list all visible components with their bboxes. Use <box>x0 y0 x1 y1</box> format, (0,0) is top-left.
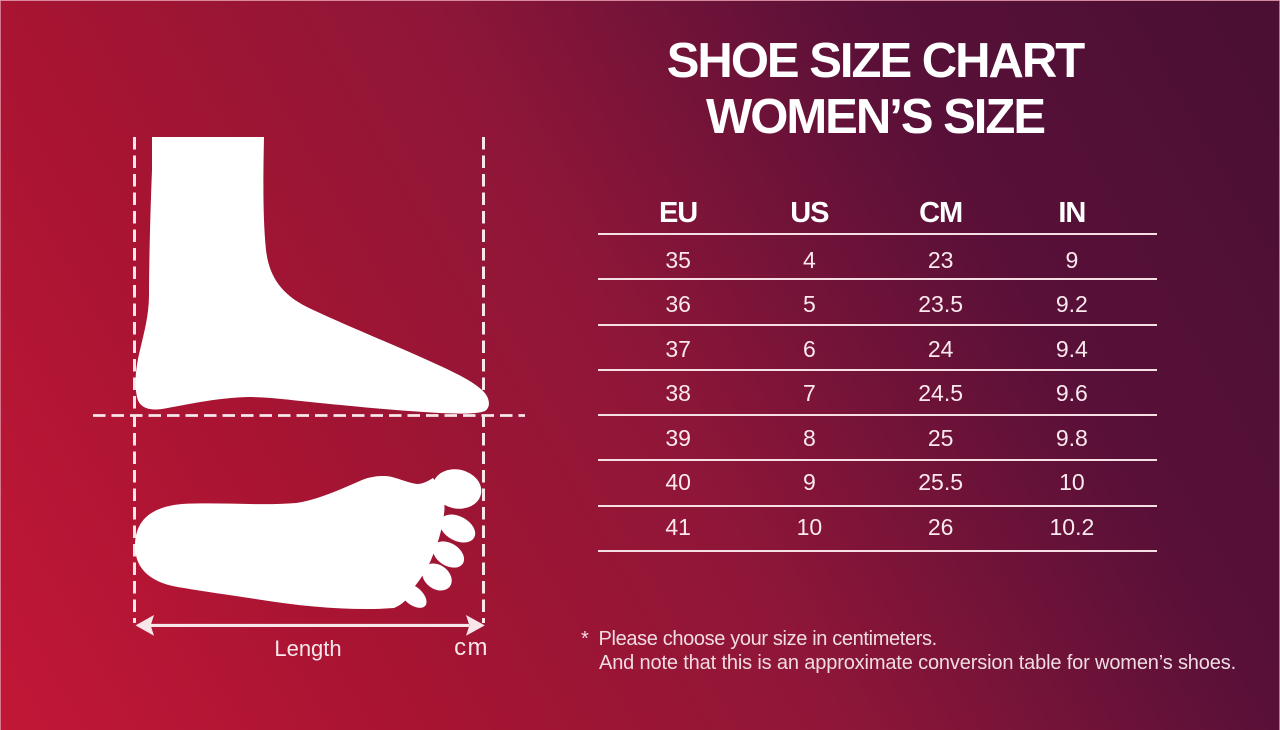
svg-text:cm: cm <box>454 634 489 661</box>
svg-text:Length: Length <box>274 636 341 661</box>
